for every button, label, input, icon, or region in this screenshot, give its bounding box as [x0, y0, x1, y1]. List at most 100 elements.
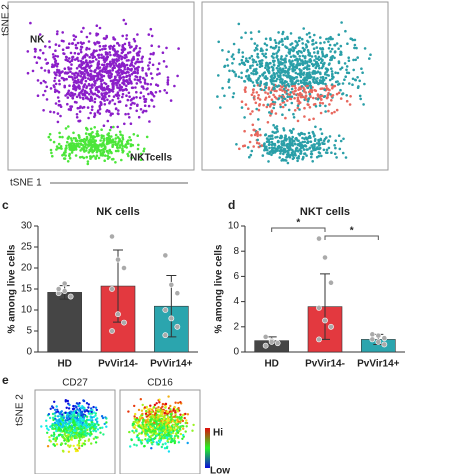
cell-dot: [118, 83, 121, 87]
cell-dot: [331, 74, 334, 78]
cell-dot: [312, 76, 316, 79]
cell-dot: [128, 116, 131, 119]
cell-dot: [324, 82, 327, 86]
cell-dot: [251, 81, 255, 84]
cell-dot: [151, 77, 154, 80]
cell-dot: [154, 91, 158, 94]
cell-dot: [263, 71, 267, 74]
cell-dot: [275, 56, 279, 59]
cell-dot: [106, 154, 109, 158]
cell-dot: [65, 423, 68, 426]
cell-dot: [276, 74, 280, 77]
cell-dot: [316, 51, 320, 55]
cell-dot: [67, 66, 70, 69]
cell-dot: [282, 95, 285, 98]
cell-dot: [272, 149, 275, 153]
cell-dot: [173, 405, 176, 409]
cell-dot: [59, 411, 63, 414]
cell-dot: [329, 37, 333, 41]
cell-dot: [150, 44, 153, 47]
cell-dot: [70, 63, 73, 66]
cell-dot: [330, 151, 333, 154]
cell-dot: [58, 82, 61, 86]
cell-dot: [166, 81, 169, 84]
cell-dot: [299, 152, 302, 155]
cell-dot: [265, 105, 269, 109]
cell-dot: [81, 96, 85, 100]
cell-dot: [284, 103, 287, 107]
cell-dot: [63, 157, 67, 160]
cell-dot: [109, 44, 112, 48]
cell-dot: [83, 443, 87, 446]
cell-dot: [250, 149, 254, 153]
cell-dot: [243, 63, 246, 66]
cell-dot: [147, 408, 150, 411]
cell-dot: [51, 53, 55, 56]
cell-dot: [337, 47, 340, 50]
cell-dot: [136, 103, 139, 107]
cell-dot: [300, 37, 304, 41]
cell-dot: [77, 78, 80, 82]
cell-dot: [59, 428, 63, 432]
cell-dot: [56, 415, 60, 418]
cell-dot: [270, 134, 274, 137]
cell-dot: [227, 80, 230, 84]
cell-dot: [125, 104, 128, 107]
cell-dot: [170, 410, 173, 413]
cell-dot: [269, 103, 273, 106]
cell-dot: [268, 95, 271, 98]
cell-dot: [253, 42, 257, 45]
significance-label: *: [350, 226, 354, 237]
cell-dot: [289, 55, 293, 59]
cell-dot: [252, 128, 255, 132]
cell-dot: [92, 76, 95, 79]
cell-dot: [161, 426, 164, 430]
cell-dot: [244, 75, 248, 78]
cell-dot: [351, 83, 354, 86]
cell-dot: [301, 146, 305, 149]
cell-dot: [108, 90, 111, 94]
cell-dot: [99, 80, 103, 83]
cell-dot: [181, 413, 185, 417]
cell-dot: [292, 82, 296, 86]
cell-dot: [345, 68, 348, 72]
cell-dot: [263, 144, 266, 148]
cell-dot: [114, 161, 117, 164]
cell-dot: [169, 408, 172, 411]
cell-dot: [49, 110, 52, 114]
cell-dot: [129, 138, 133, 142]
cell-dot: [267, 160, 270, 163]
cell-dot: [330, 67, 333, 70]
cell-dot: [135, 90, 138, 94]
cell-dot: [318, 79, 322, 82]
cell-dot: [106, 98, 109, 102]
cell-dot: [78, 63, 81, 67]
cell-dot: [284, 116, 287, 120]
cell-dot: [295, 63, 298, 67]
cell-dot: [309, 152, 313, 156]
cell-dot: [100, 75, 104, 78]
cell-dot: [320, 154, 323, 158]
cell-dot: [135, 44, 138, 48]
cell-dot: [254, 70, 258, 73]
cell-dot: [106, 137, 110, 141]
cell-dot: [155, 434, 158, 437]
cell-dot: [219, 106, 222, 109]
cell-dot: [263, 142, 266, 145]
cell-dot: [179, 432, 183, 436]
cell-dot: [315, 155, 319, 159]
cell-dot: [335, 108, 339, 112]
cell-dot: [94, 86, 98, 90]
cell-dot: [280, 159, 284, 162]
cell-dot: [109, 139, 112, 142]
cell-dot: [277, 42, 281, 45]
cell-dot: [55, 405, 58, 408]
cell-dot: [280, 95, 283, 99]
cell-dot: [161, 402, 165, 406]
cell-dot: [133, 415, 136, 418]
cell-dot: [101, 88, 104, 92]
cell-dot: [292, 48, 296, 52]
cell-dot: [270, 76, 273, 79]
cell-dot: [140, 431, 143, 434]
cell-dot: [96, 130, 99, 133]
